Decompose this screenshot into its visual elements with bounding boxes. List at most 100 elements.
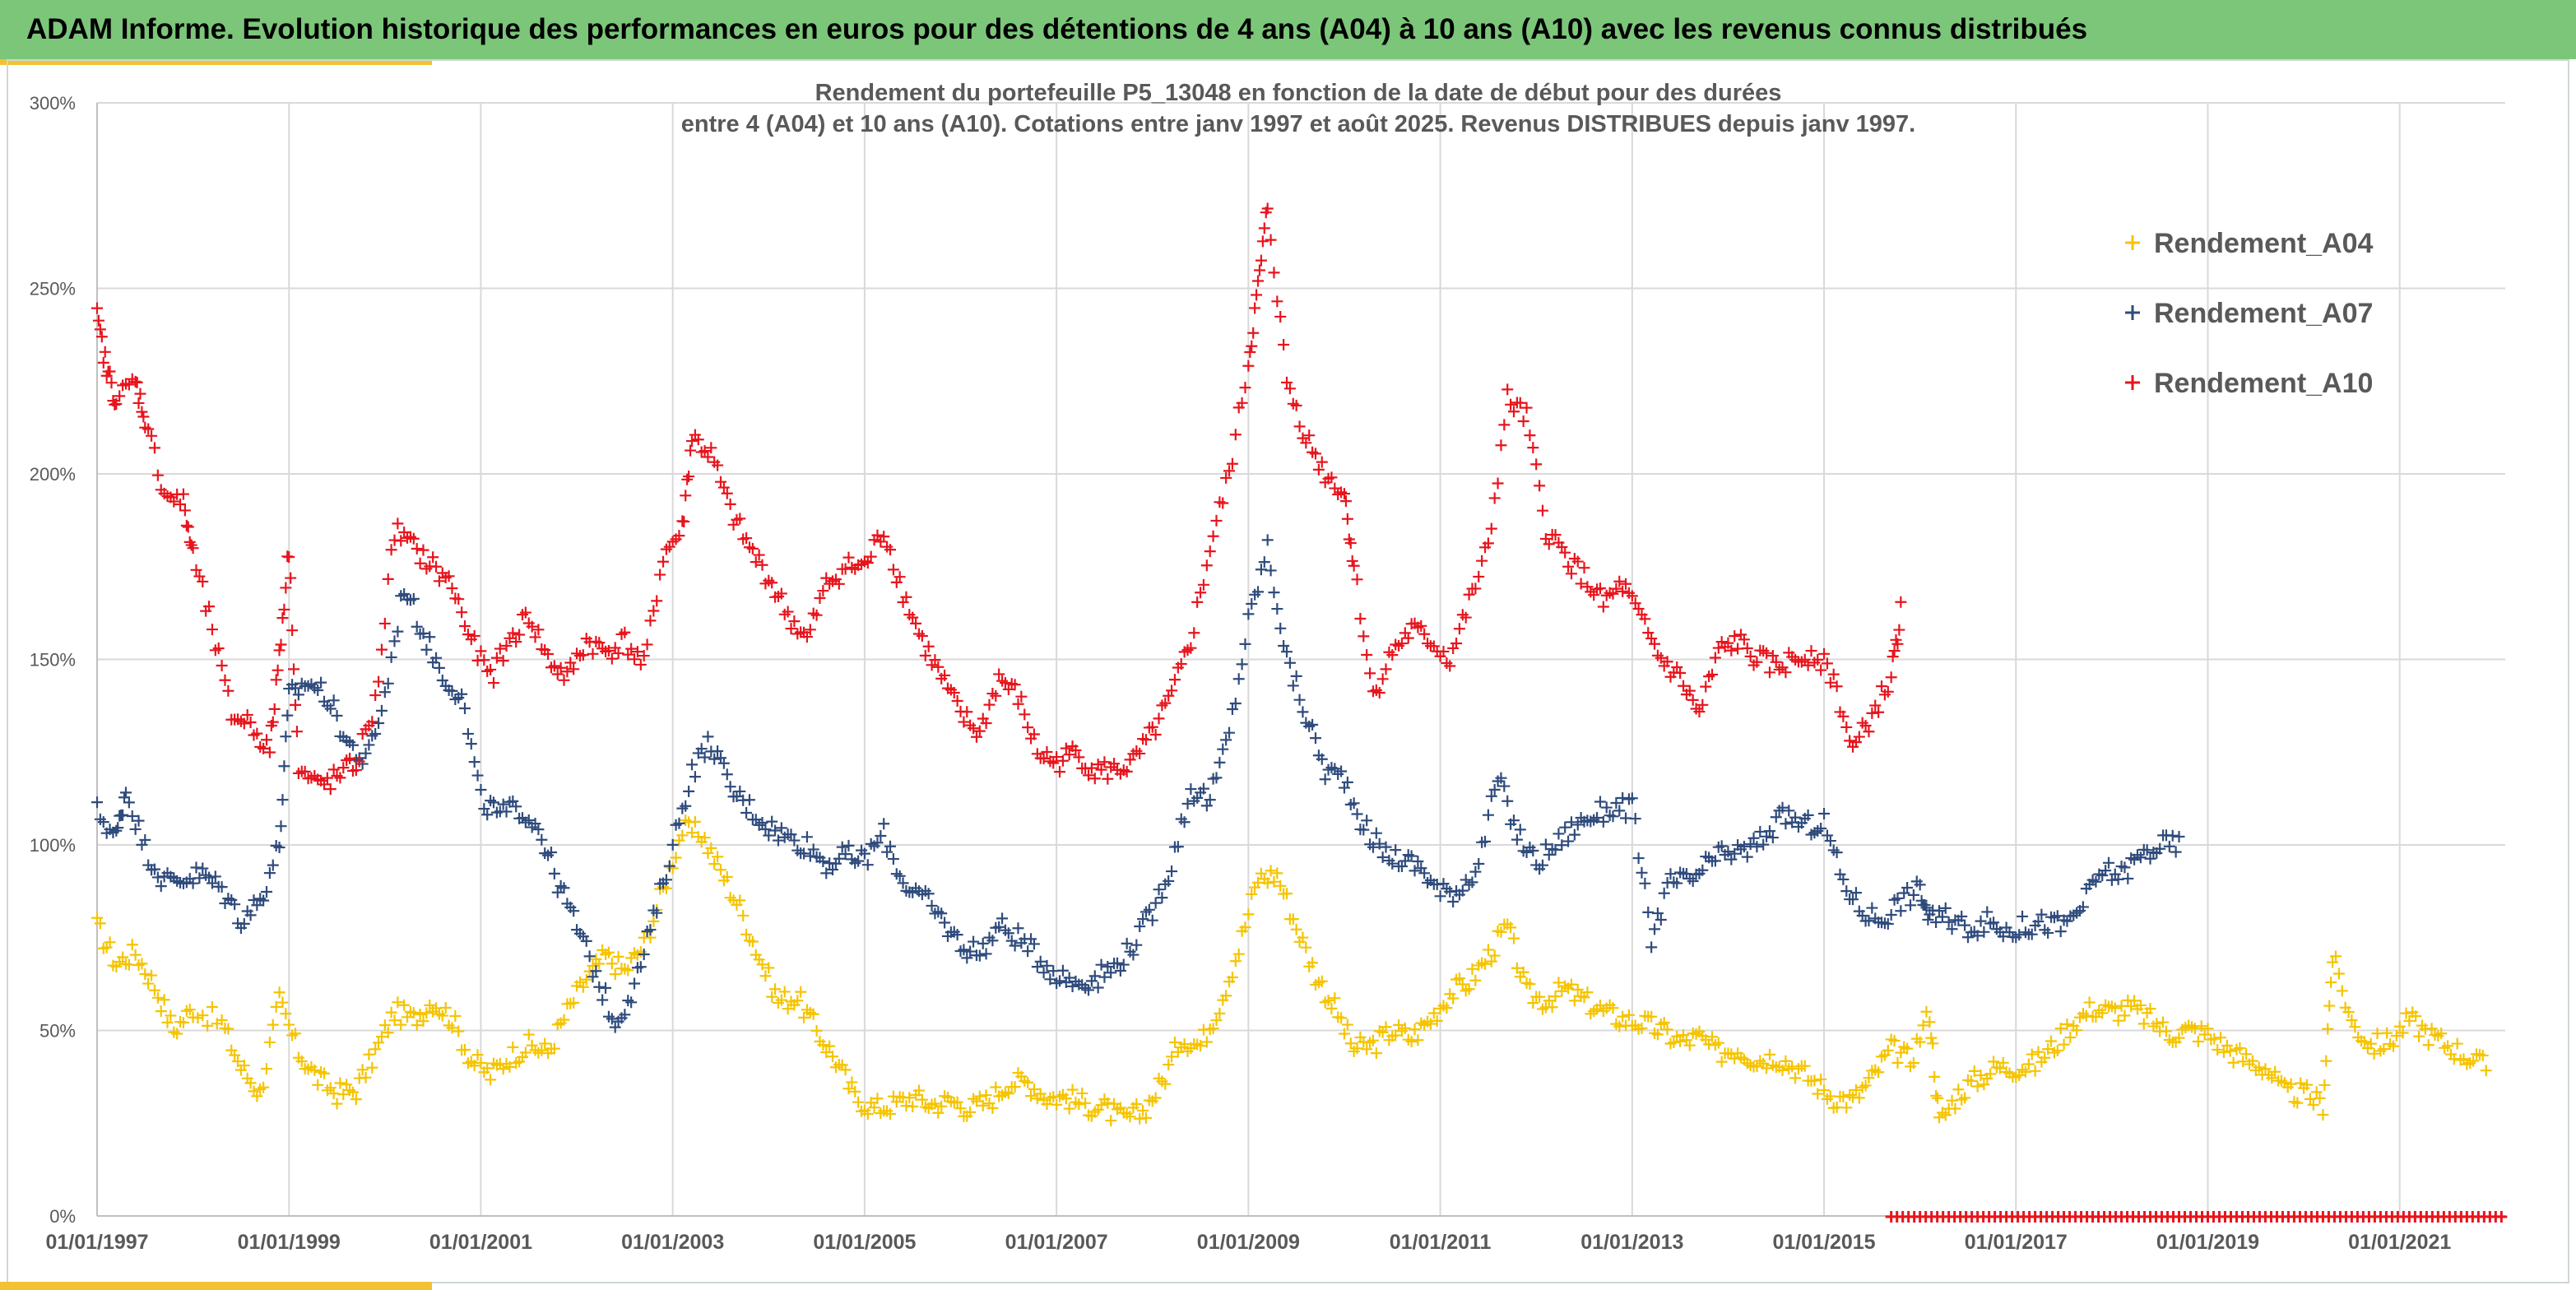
marker-point	[929, 654, 941, 666]
marker-point	[1847, 893, 1859, 906]
marker-point	[1568, 828, 1580, 841]
marker-point	[580, 973, 592, 986]
marker-point	[756, 816, 768, 828]
marker-point	[2234, 1042, 2246, 1054]
marker-point	[1079, 1097, 1092, 1109]
marker-point	[2397, 1027, 2409, 1039]
accent-bar-bottom	[0, 1282, 432, 1290]
marker-point	[267, 859, 279, 871]
marker-point	[216, 660, 228, 672]
marker-point	[1610, 796, 1622, 809]
marker-point	[1770, 811, 1782, 824]
marker-point	[398, 999, 411, 1011]
marker-point	[146, 969, 158, 981]
marker-point	[561, 666, 573, 678]
marker-point	[1335, 765, 1348, 777]
marker-point	[285, 572, 297, 584]
marker-point	[202, 1019, 214, 1032]
marker-point	[842, 839, 855, 851]
marker-point	[1562, 560, 1575, 573]
marker-point	[2422, 1039, 2434, 1051]
marker-point	[536, 833, 548, 846]
marker-point	[1607, 1002, 1619, 1014]
marker-point	[1763, 666, 1775, 679]
marker-point	[865, 550, 877, 563]
marker-point	[1738, 633, 1750, 646]
marker-point	[1930, 1089, 1942, 1102]
marker-point	[1312, 463, 1325, 476]
marker-point	[1051, 751, 1063, 763]
marker-point	[699, 445, 711, 457]
marker-point	[1054, 766, 1066, 778]
marker-point	[1351, 808, 1363, 820]
marker-point	[1376, 851, 1389, 863]
marker-point	[229, 1049, 241, 1061]
marker-point	[746, 935, 759, 948]
marker-point	[1988, 1056, 2000, 1068]
marker-point	[1149, 1092, 1162, 1104]
marker-point	[644, 924, 657, 936]
marker-point	[759, 970, 772, 982]
marker-point	[612, 647, 624, 660]
marker-point	[2240, 1048, 2253, 1060]
marker-point	[1840, 885, 1853, 898]
marker-point	[179, 504, 191, 517]
marker-point	[1553, 977, 1565, 989]
marker-point	[1776, 801, 1789, 814]
marker-point	[788, 834, 801, 847]
marker-point	[1891, 1056, 1904, 1069]
marker-point	[1114, 965, 1126, 977]
marker-point	[958, 716, 970, 728]
marker-point	[288, 663, 300, 675]
marker-point	[1268, 267, 1280, 279]
marker-point	[446, 1022, 458, 1034]
marker-point	[1534, 480, 1546, 492]
y-axis-ticks: 0% 50% 100% 150% 200% 250% 300%	[30, 93, 76, 1227]
marker-point	[801, 631, 813, 643]
marker-point	[1620, 578, 1632, 590]
marker-point	[1281, 376, 1293, 388]
marker-point	[414, 1008, 426, 1020]
marker-point	[1617, 585, 1629, 597]
marker-point	[1395, 638, 1408, 650]
marker-point	[1770, 656, 1782, 668]
marker-point	[315, 676, 327, 689]
marker-point	[1348, 797, 1360, 810]
marker-point	[612, 950, 624, 963]
marker-point	[532, 624, 545, 636]
marker-point	[810, 609, 823, 621]
marker-point	[1386, 649, 1399, 661]
marker-point	[1083, 769, 1095, 782]
marker-point	[1095, 763, 1107, 776]
marker-point	[2342, 1006, 2355, 1019]
marker-point	[197, 575, 209, 587]
marker-point	[929, 1097, 941, 1110]
marker-point	[1283, 383, 1296, 395]
marker-point	[1502, 795, 1514, 807]
marker-point	[1766, 650, 1779, 662]
marker-point	[846, 1076, 858, 1088]
marker-point	[1009, 679, 1021, 691]
marker-point	[1495, 772, 1507, 784]
marker-point	[775, 822, 787, 834]
marker-point	[1229, 429, 1242, 441]
marker-point	[1178, 816, 1191, 828]
marker-point	[324, 703, 337, 715]
marker-point	[273, 644, 285, 657]
marker-point	[411, 1019, 423, 1032]
marker-point	[268, 703, 281, 715]
marker-point	[1613, 805, 1626, 817]
marker-point	[1255, 564, 1267, 576]
marker-point	[1905, 899, 1916, 912]
marker-point	[1534, 991, 1546, 1003]
marker-point	[1668, 1037, 1680, 1049]
marker-point	[593, 958, 606, 970]
marker-point	[155, 880, 167, 893]
marker-point	[622, 964, 634, 977]
marker-point	[817, 1039, 829, 1051]
marker-point	[1763, 825, 1775, 838]
marker-point	[1571, 983, 1584, 995]
marker-point	[2144, 852, 2156, 865]
marker-point	[151, 469, 164, 481]
marker-point	[286, 624, 299, 637]
